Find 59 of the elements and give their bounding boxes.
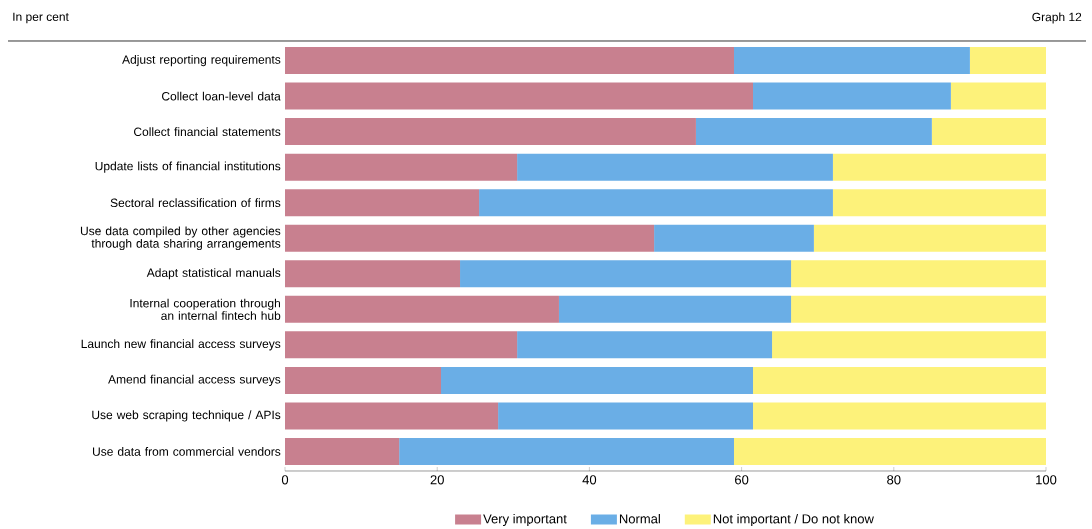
bar — [733, 47, 970, 74]
bar — [558, 295, 792, 323]
y-tick-label: Collect financial statements — [134, 127, 281, 136]
bar — [517, 153, 833, 181]
bar — [950, 82, 1046, 110]
bar — [399, 437, 734, 465]
legend-label: Not important / Do not know — [713, 513, 874, 526]
bar — [813, 224, 1046, 252]
y-tick-label: Collect loan-level data — [162, 91, 281, 101]
legend-label: Normal — [619, 513, 660, 524]
bar — [695, 118, 932, 146]
y-tick-label: Use web scraping technique / APIs — [92, 410, 281, 422]
bar — [285, 153, 518, 181]
x-tick-label: 20 — [430, 475, 444, 485]
bar — [285, 224, 655, 252]
bar — [285, 402, 499, 430]
bar — [931, 118, 1046, 146]
y-tick-label: Sectoral reclassification of firms — [110, 198, 281, 208]
bar — [498, 402, 754, 430]
y-tick-label: Amend financial access surveys — [108, 374, 281, 386]
caption: Graph 12 — [1032, 12, 1082, 24]
bar — [733, 437, 1046, 465]
bar — [969, 47, 1046, 74]
y-tick-label: Internal cooperation through an internal fintech hub — [130, 298, 281, 320]
y-tick-label: Use data from commercial vendors — [93, 447, 281, 456]
bar — [441, 366, 754, 394]
bar — [791, 295, 1046, 323]
bar — [479, 189, 833, 217]
bar — [654, 224, 814, 252]
bar — [753, 366, 1046, 394]
y-tick-label: Use data compiled by other agencies through data sharing arrangements — [80, 226, 281, 251]
bar — [832, 189, 1046, 217]
bar — [517, 331, 773, 359]
x-tick-label: 40 — [582, 475, 597, 485]
bar — [285, 82, 754, 110]
bar — [285, 118, 696, 146]
bar — [753, 82, 951, 110]
x-tick-label: 100 — [1036, 475, 1057, 485]
bar — [832, 153, 1046, 181]
y-tick-label: Update lists of financial institutions — [95, 161, 281, 173]
legend-label: Very important — [483, 513, 567, 526]
y-tick-label: Adapt statistical manuals — [146, 268, 281, 280]
x-tick-label: 0 — [281, 475, 289, 485]
bar — [460, 260, 792, 288]
bar — [285, 47, 734, 74]
x-tick-label: 60 — [735, 475, 749, 485]
bar — [285, 260, 461, 288]
y-tick-label: Adjust reporting requirements — [122, 54, 281, 67]
bar — [772, 331, 1046, 359]
bar — [285, 366, 442, 394]
y-tick-label: Launch new financial access surveys — [81, 339, 281, 351]
bar — [285, 437, 400, 465]
bar — [285, 331, 518, 359]
x-tick-label: 80 — [887, 475, 901, 485]
bar — [285, 189, 480, 217]
bar — [791, 260, 1046, 288]
bar — [285, 295, 559, 323]
bar — [753, 402, 1046, 430]
text: In per cent — [13, 12, 69, 24]
